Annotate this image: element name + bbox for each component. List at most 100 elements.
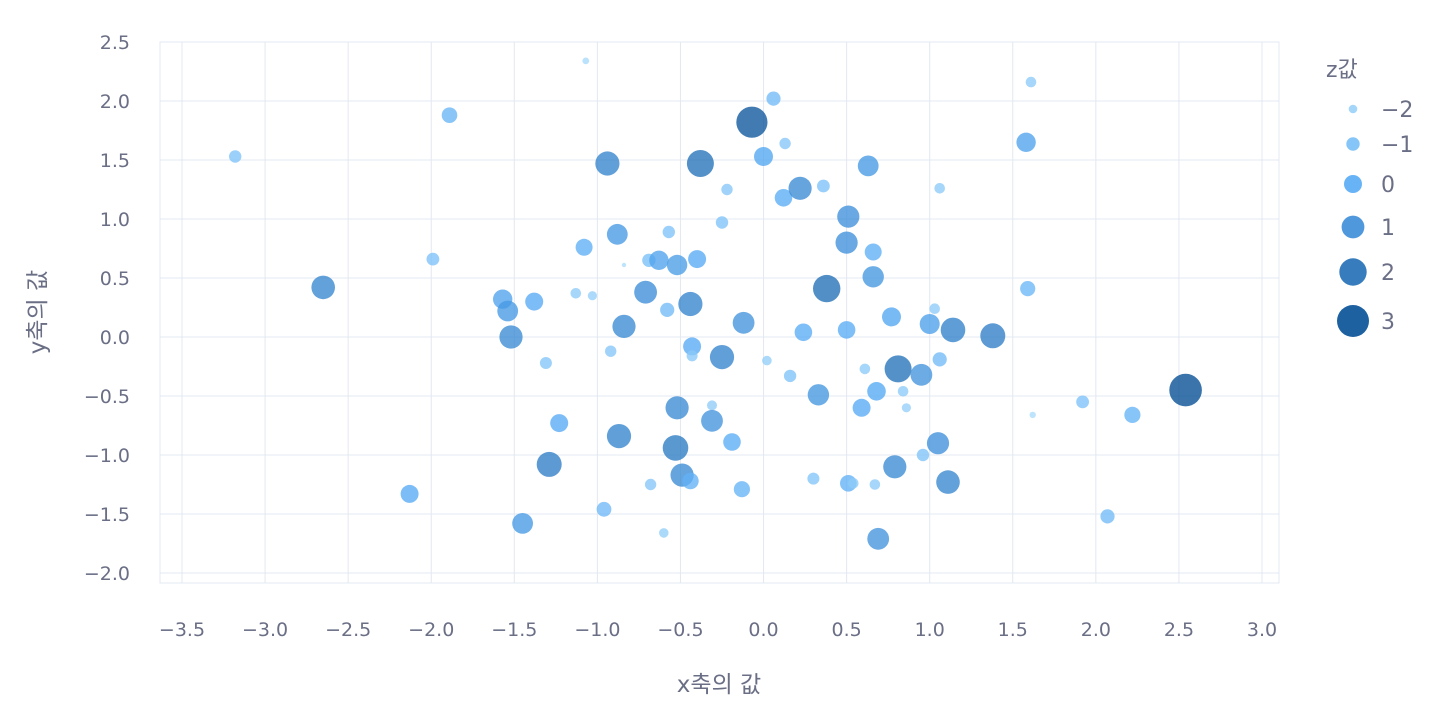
y-tick-label: 2.5 (100, 32, 130, 54)
data-point (934, 183, 945, 194)
data-point (869, 479, 881, 490)
data-point (682, 472, 699, 490)
data-point (701, 409, 723, 432)
y-tick-label: −2.0 (84, 563, 130, 585)
data-point (688, 250, 707, 269)
data-point (512, 513, 533, 534)
data-point (862, 266, 884, 288)
y-tick-label: 1.0 (100, 209, 130, 231)
x-tick-label: 2.0 (1081, 619, 1111, 641)
data-point (857, 155, 879, 177)
x-tick-label: −3.0 (242, 619, 288, 641)
data-point (910, 363, 933, 386)
y-tick-label: 1.5 (100, 150, 130, 172)
data-point (848, 478, 859, 489)
data-point (660, 302, 675, 317)
y-tick-label: −0.5 (84, 386, 130, 408)
data-point (788, 176, 812, 200)
data-point (662, 225, 675, 239)
data-point (649, 250, 669, 270)
data-point (837, 321, 856, 339)
x-tick-label: 3.0 (1247, 619, 1277, 641)
x-tick-label: 0.0 (748, 619, 778, 641)
x-tick-label: −2.5 (325, 619, 371, 641)
data-point (1169, 373, 1202, 407)
data-point (762, 355, 772, 366)
plot-frame (159, 41, 1280, 584)
x-axis-title: x축의 값 (677, 672, 761, 698)
data-point (835, 231, 858, 254)
data-point (1029, 411, 1036, 419)
data-point (678, 291, 703, 317)
x-tick-label: 1.5 (998, 619, 1028, 641)
data-point (605, 345, 617, 357)
legend-label: 2 (1381, 261, 1395, 286)
data-point (882, 307, 901, 327)
data-point (582, 57, 590, 65)
y-axis-ticks: 2.5 2.0 1.5 1.0 0.5 0.0 −0.5 −1.0 −1.5 −2.0 (84, 32, 130, 585)
data-point (901, 403, 912, 413)
data-point (229, 150, 242, 163)
x-tick-label: 1.0 (915, 619, 945, 641)
data-point (817, 179, 830, 193)
data-point (707, 400, 717, 411)
data-point (884, 355, 912, 383)
data-point (779, 137, 791, 150)
data-point (570, 288, 582, 299)
x-axis-ticks: −3.5 −3.0 −2.5 −2.0 −1.5 −1.0 −0.5 0.0 0.5 1.0 1.5… (159, 619, 1277, 641)
data-point (732, 311, 755, 334)
data-point (916, 448, 930, 462)
data-point (709, 345, 735, 370)
data-point (606, 223, 628, 245)
x-tick-label: −0.5 (657, 619, 703, 641)
data-point (666, 254, 688, 276)
data-point (932, 352, 947, 367)
data-point (837, 205, 860, 228)
legend-marker (1337, 305, 1369, 337)
data-point (311, 275, 336, 300)
legend-label: −2 (1381, 98, 1413, 123)
data-point (1076, 395, 1089, 409)
data-point (644, 478, 657, 491)
y-tick-label: 0.5 (100, 268, 130, 290)
data-point (794, 323, 813, 342)
data-point (715, 216, 729, 229)
data-point (754, 147, 773, 166)
data-point (867, 382, 886, 401)
x-tick-label: −3.5 (159, 619, 205, 641)
data-point (807, 472, 820, 485)
data-point (525, 292, 544, 311)
data-point (595, 151, 620, 176)
data-point (686, 350, 698, 362)
y-axis-title: y축의 값 (25, 270, 51, 354)
data-point (864, 243, 882, 261)
x-tick-label: −1.0 (574, 619, 620, 641)
data-point (683, 337, 702, 356)
data-point (1020, 281, 1036, 297)
data-point (733, 481, 751, 498)
x-tick-label: 0.5 (832, 619, 862, 641)
data-point (662, 435, 689, 461)
data-point (441, 107, 458, 123)
data-point (783, 369, 797, 383)
data-point (550, 414, 569, 433)
data-point (723, 433, 741, 451)
legend-marker (1339, 258, 1367, 286)
legend-marker (1344, 175, 1362, 193)
legend-marker (1348, 104, 1358, 114)
data-point (659, 528, 669, 538)
data-point (539, 357, 552, 369)
data-point (1100, 509, 1115, 524)
data-point (721, 183, 733, 196)
data-point (736, 106, 768, 138)
data-point (940, 317, 966, 343)
legend: z값 −2 −1 0 1 2 3 (1326, 58, 1413, 337)
data-point (852, 398, 871, 417)
data-point (634, 280, 657, 304)
y-tick-label: 0.0 (100, 327, 130, 349)
data-point (1025, 76, 1037, 88)
data-point (1124, 406, 1141, 423)
legend-label: −1 (1381, 133, 1413, 158)
